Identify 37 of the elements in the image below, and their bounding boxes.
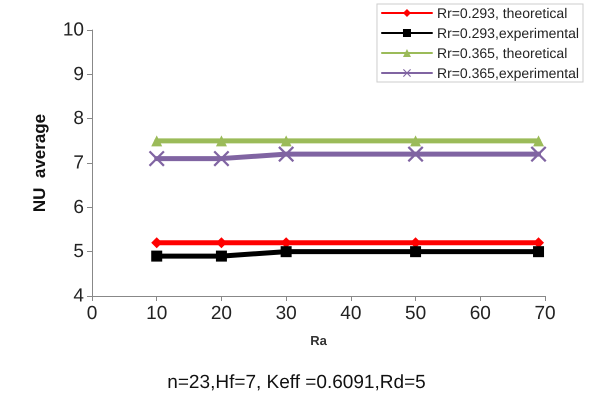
point bbox=[151, 135, 162, 146]
y-tick-label: 8 bbox=[73, 108, 84, 130]
legend-label: Rr=0.293, theoretical bbox=[436, 5, 568, 21]
y-tick-label: 6 bbox=[73, 196, 84, 218]
x-tick-label: 70 bbox=[534, 303, 556, 324]
text: n=23,Hf=7, Keff =0.6091,Rd=5 bbox=[167, 372, 426, 393]
point bbox=[530, 146, 547, 162]
point bbox=[280, 135, 292, 146]
x-tick-label: 40 bbox=[340, 303, 362, 324]
point bbox=[410, 246, 422, 258]
x-tick-label: 10 bbox=[146, 303, 168, 324]
point bbox=[408, 146, 424, 162]
y-tick-label: 4 bbox=[73, 286, 84, 306]
y-tick-label: 10 bbox=[62, 20, 84, 40]
x-axis-title: Ra bbox=[310, 333, 328, 348]
point bbox=[151, 250, 162, 262]
y-tick-label: 7 bbox=[73, 152, 84, 174]
point bbox=[280, 246, 292, 258]
point bbox=[148, 150, 165, 167]
x-tick-label: 50 bbox=[405, 303, 426, 324]
point bbox=[410, 135, 422, 146]
y-tick-label: 9 bbox=[73, 64, 84, 85]
point bbox=[278, 146, 294, 162]
x-tick-label: 0 bbox=[86, 303, 98, 324]
y-tick-label: 5 bbox=[73, 241, 84, 262]
legend-label: Rr=0.293,experimental bbox=[436, 25, 580, 41]
legend-label: Rr=0.365,experimental bbox=[436, 65, 580, 81]
point bbox=[216, 250, 227, 262]
point bbox=[213, 150, 230, 167]
legend-label: Rr=0.365, theoretical bbox=[436, 45, 568, 61]
x-tick-label: 60 bbox=[470, 303, 491, 324]
point bbox=[533, 135, 544, 146]
x-tick-label: 30 bbox=[276, 303, 297, 324]
point bbox=[533, 246, 544, 258]
point bbox=[216, 135, 227, 146]
y-axis-title: NU average bbox=[30, 114, 49, 212]
x-tick-label: 20 bbox=[210, 303, 232, 324]
